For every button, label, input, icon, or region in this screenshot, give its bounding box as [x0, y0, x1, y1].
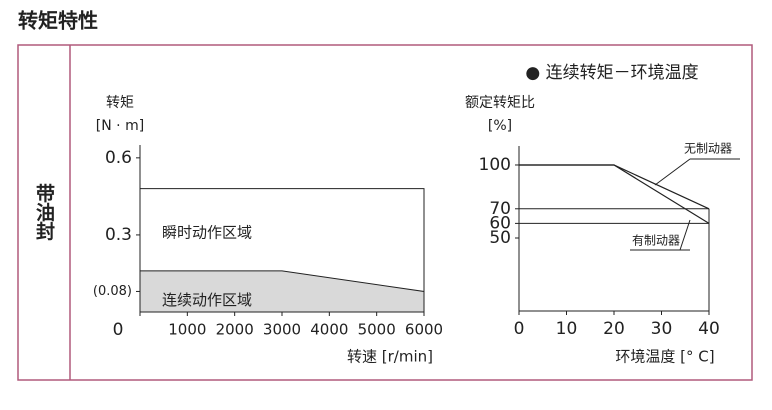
- x-tick-label: 1000: [168, 321, 206, 339]
- x-tick-label: 2000: [216, 321, 254, 339]
- header: 转矩特性: [18, 9, 98, 33]
- leader: [654, 158, 691, 186]
- side-label: 带油封: [33, 183, 55, 240]
- y-tick-label: 60: [489, 213, 511, 233]
- x-tick-label: 30: [651, 319, 673, 339]
- x-tick-label: 3000: [263, 321, 301, 339]
- region-label: 连续动作区域: [162, 291, 252, 309]
- y-tick-label: 0.6: [105, 148, 132, 168]
- line-series: [519, 164, 710, 224]
- x-axis-label: 转速 [r/min]: [347, 348, 433, 366]
- x-tick-label: 0: [514, 319, 525, 339]
- line-series: [519, 164, 710, 210]
- leader: [679, 219, 691, 251]
- series-label: 无制动器: [684, 142, 732, 156]
- y-tick-label: 70: [489, 199, 511, 219]
- frame: [17, 44, 753, 381]
- y-axis-label: [%]: [488, 118, 512, 134]
- y-axis-label: 转矩: [106, 95, 134, 111]
- x-tick-label: 4000: [310, 321, 348, 339]
- x-tick-label: 5000: [358, 321, 396, 339]
- x-tick-label: 0: [113, 320, 124, 340]
- x-tick-label: 40: [698, 319, 720, 339]
- chart-title: ● 连续转矩－环境温度: [525, 63, 698, 83]
- y-tick-label: (0.08): [93, 284, 132, 299]
- y-axis-label: 额定转矩比: [465, 95, 535, 111]
- series-label: 有制动器: [632, 234, 680, 248]
- y-tick-label: 50: [489, 228, 511, 248]
- y-axis-label: [N · m]: [96, 118, 144, 134]
- y-tick-label: 100: [479, 155, 511, 175]
- x-tick-label: 20: [603, 319, 625, 339]
- x-tick-label: 6000: [405, 321, 443, 339]
- region-label: 瞬时动作区域: [162, 223, 252, 241]
- y-tick-label: 0.3: [105, 225, 132, 245]
- x-axis-label: 环境温度 [° C]: [615, 348, 714, 366]
- x-tick-label: 10: [556, 319, 578, 339]
